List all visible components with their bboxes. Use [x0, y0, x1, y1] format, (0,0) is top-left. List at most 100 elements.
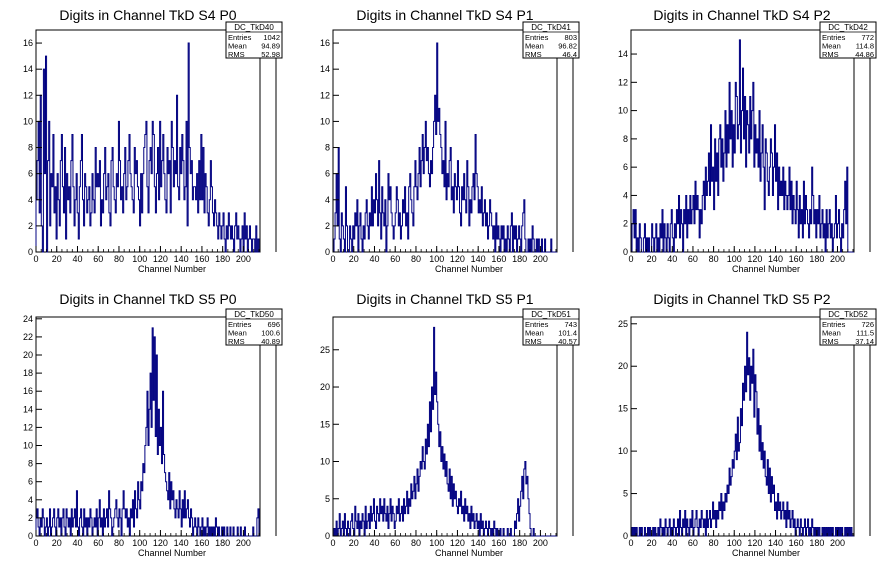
x-tick-label: 120 [450, 538, 465, 548]
y-tick-label: 16 [320, 38, 330, 48]
y-tick-label: 6 [623, 162, 628, 172]
y-tick-label: 10 [23, 116, 33, 126]
stats-box-frame [225, 308, 283, 346]
x-tick-label: 60 [93, 538, 103, 548]
stats-value: 94.89 [261, 42, 280, 51]
x-tick-label: 120 [153, 538, 168, 548]
histogram-panel-4: Digits in Channel TkD S5 P10 20 40 60 80 100 1… [320, 291, 580, 558]
y-tick-label: 5 [325, 494, 330, 504]
stats-box-frame [819, 308, 877, 346]
y-tick-label: 10 [320, 116, 330, 126]
y-tick-label: 8 [325, 143, 330, 153]
x-axis-label: Channel Number [435, 264, 503, 274]
stats-label: Mean [822, 42, 841, 51]
y-tick-label: 16 [23, 38, 33, 48]
x-tick-label: 40 [369, 254, 379, 264]
x-tick-label: 160 [491, 538, 506, 548]
x-tick-label: 20 [349, 254, 359, 264]
x-axis-label: Channel Number [138, 264, 206, 274]
x-tick-label: 180 [215, 538, 230, 548]
x-tick-label: 60 [93, 254, 103, 264]
y-tick-label: 0 [623, 531, 628, 541]
stats-value: 772 [861, 33, 874, 42]
stats-label: Entries [525, 320, 549, 329]
stats-label: Entries [525, 33, 549, 42]
stats-name: DC_TkD50 [234, 310, 274, 319]
stats-label: Entries [822, 33, 846, 42]
x-tick-label: 60 [390, 254, 400, 264]
stats-box-frame [225, 21, 283, 59]
x-tick-label: 0 [330, 254, 335, 264]
plot-frame [630, 316, 855, 537]
stats-label: RMS [228, 50, 245, 59]
histogram-panel-0: Digits in Channel TkD S4 P00 20 40 60 80 100 1… [23, 7, 283, 274]
histogram-panel-5: Digits in Channel TkD S5 P20 20 40 60 80 100 1… [618, 291, 877, 558]
y-tick-label: 6 [325, 169, 330, 179]
y-tick-label: 25 [618, 319, 628, 329]
x-tick-label: 0 [33, 538, 38, 548]
plot-frame [35, 29, 261, 253]
x-tick-label: 160 [194, 254, 209, 264]
stats-label: Entries [822, 320, 846, 329]
stats-value: 696 [267, 320, 280, 329]
stats-value: 1042 [263, 33, 280, 42]
stats-value: 114.8 [856, 42, 874, 51]
x-tick-label: 160 [789, 254, 804, 264]
stats-value: 40.89 [261, 337, 280, 346]
x-axis-label: Channel Number [435, 548, 503, 558]
panel-title: Digits in Channel TkD S5 P2 [653, 291, 830, 307]
x-tick-label: 140 [174, 538, 189, 548]
x-tick-label: 20 [52, 254, 62, 264]
stats-value: 46.4 [562, 50, 577, 59]
y-tick-label: 4 [28, 495, 33, 505]
x-tick-label: 160 [789, 538, 804, 548]
x-tick-label: 100 [132, 254, 147, 264]
histogram-series [631, 39, 854, 253]
x-tick-label: 100 [727, 538, 742, 548]
plot-frame [630, 29, 855, 253]
x-tick-label: 80 [411, 538, 421, 548]
x-tick-label: 120 [153, 254, 168, 264]
stats-value: 37.14 [855, 337, 874, 346]
stats-label: RMS [822, 50, 839, 59]
stats-value: 52.98 [261, 50, 280, 59]
histogram-series [35, 327, 260, 537]
x-axis-label: Channel Number [138, 548, 206, 558]
y-tick-label: 18 [23, 368, 33, 378]
stats-name: DC_TkD40 [234, 23, 274, 32]
y-tick-label: 12 [23, 422, 33, 432]
y-tick-label: 16 [23, 386, 33, 396]
y-tick-label: 0 [325, 531, 330, 541]
y-tick-label: 2 [28, 513, 33, 523]
x-tick-label: 120 [747, 538, 762, 548]
plot-frame [332, 29, 558, 253]
x-tick-label: 80 [411, 254, 421, 264]
y-tick-label: 2 [28, 221, 33, 231]
x-tick-label: 20 [647, 538, 657, 548]
x-tick-label: 180 [512, 254, 527, 264]
stats-value: 100.6 [261, 329, 280, 338]
plot-frame [35, 316, 261, 537]
y-tick-label: 14 [618, 49, 628, 59]
stats-name: DC_TkD42 [828, 23, 868, 32]
panel-title: Digits in Channel TkD S4 P2 [653, 7, 830, 23]
stats-label: Entries [228, 320, 252, 329]
y-tick-label: 20 [618, 361, 628, 371]
x-tick-label: 100 [429, 254, 444, 264]
panel-title: Digits in Channel TkD S4 P1 [356, 7, 533, 23]
x-tick-label: 200 [236, 254, 251, 264]
histogram-panel-1: Digits in Channel TkD S4 P1 0 20 40 60 80 100 1… [320, 7, 580, 274]
y-tick-label: 14 [23, 64, 33, 74]
x-tick-label: 100 [132, 538, 147, 548]
stats-value: 726 [861, 320, 874, 329]
x-tick-label: 200 [533, 254, 548, 264]
stats-name: DC_TkD41 [531, 23, 571, 32]
x-axis-label: Channel Number [732, 264, 800, 274]
x-tick-label: 0 [628, 538, 633, 548]
x-tick-label: 60 [390, 538, 400, 548]
stats-label: RMS [525, 50, 542, 59]
x-tick-label: 80 [709, 254, 719, 264]
x-tick-label: 20 [647, 254, 657, 264]
